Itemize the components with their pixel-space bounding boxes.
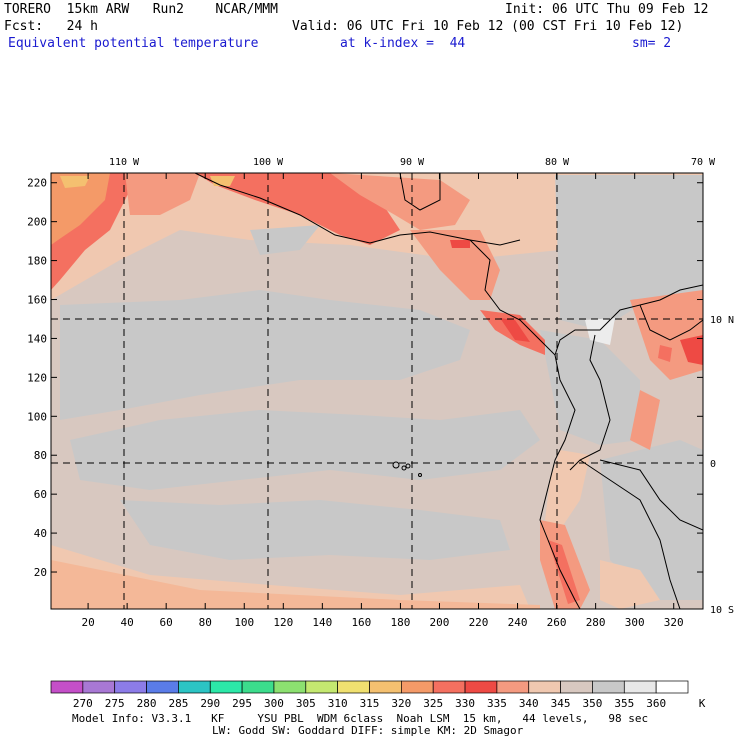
longitude-labels: 110 W 100 W 90 W 80 W 70 W xyxy=(109,157,716,168)
x-tick-label: 60 xyxy=(160,616,173,629)
y-tick-label: 40 xyxy=(34,527,47,540)
y-tick-label: 20 xyxy=(34,566,47,579)
y-tick-label: 80 xyxy=(34,449,47,462)
colorbar-swatch xyxy=(114,680,147,694)
colorbar-swatch xyxy=(337,680,370,694)
coastlines xyxy=(194,173,703,609)
physics-info: LW: Godd SW: Goddard DIFF: simple KM: 2D… xyxy=(212,724,524,737)
latitude-labels: 10 N 0 10 S xyxy=(710,315,734,616)
graticule xyxy=(51,173,703,609)
latitude-label: 10 S xyxy=(710,605,734,616)
forecast-hour: Fcst: 24 h xyxy=(4,19,98,34)
latitude-label: 0 xyxy=(710,459,716,470)
x-tick-label: 100 xyxy=(234,616,254,629)
longitude-label: 80 W xyxy=(545,157,570,168)
colorbar-swatch xyxy=(178,680,211,694)
x-tick-label: 300 xyxy=(625,616,645,629)
y-tick-label: 180 xyxy=(27,255,47,268)
longitude-label: 90 W xyxy=(400,157,425,168)
level-label: at k-index = 44 xyxy=(340,36,466,51)
colorbar-swatch xyxy=(496,680,530,694)
colorbar-swatch xyxy=(623,680,657,694)
y-axis: 20 40 60 80 100 120 140 160 180 200 220 xyxy=(27,177,703,579)
colorbar-label: 305 xyxy=(296,697,316,710)
x-tick-label: 120 xyxy=(273,616,293,629)
x-tick-label: 140 xyxy=(312,616,332,629)
colorbar-label: 330 xyxy=(455,697,475,710)
colorbar-label: 340 xyxy=(519,697,539,710)
colorbar-swatch xyxy=(401,680,434,694)
longitude-label: 100 W xyxy=(253,157,284,168)
x-tick-label: 80 xyxy=(199,616,212,629)
colorbar-swatch xyxy=(369,680,402,694)
colorbar-swatch xyxy=(146,680,179,694)
x-tick-label: 260 xyxy=(547,616,567,629)
colorbar-swatch xyxy=(592,680,625,694)
theta-e-field xyxy=(51,173,703,609)
colorbar-label: 345 xyxy=(551,697,571,710)
x-tick-label: 240 xyxy=(508,616,528,629)
colorbar-label: 355 xyxy=(614,697,634,710)
run-title: TORERO 15km ARW Run2 NCAR/MMM xyxy=(4,2,278,17)
latitude-label: 10 N xyxy=(710,315,734,326)
smoothing-label: sm= 2 xyxy=(632,36,672,51)
y-tick-label: 120 xyxy=(27,371,47,384)
colorbar-label: 320 xyxy=(391,697,411,710)
y-tick-label: 100 xyxy=(27,410,47,423)
colorbar-label: 285 xyxy=(168,697,188,710)
x-tick-label: 200 xyxy=(430,616,450,629)
colorbar-swatch xyxy=(273,680,307,694)
colorbar-label: 300 xyxy=(264,697,284,710)
colorbar-label: 275 xyxy=(105,697,125,710)
valid-time: Valid: 06 UTC Fri 10 Feb 12 (00 CST Fri … xyxy=(292,19,684,34)
colorbar-unit: K xyxy=(699,697,706,710)
colorbar-swatch xyxy=(560,680,593,694)
x-axis: 20 40 60 80 100 120 140 160 180 200 220 240 260 280 30… xyxy=(81,173,684,629)
colorbar-label: 280 xyxy=(137,697,157,710)
colorbar-swatch xyxy=(432,680,466,694)
colorbar-label: 360 xyxy=(646,697,666,710)
colorbar-label: 350 xyxy=(583,697,603,710)
field-name: Equivalent potential temperature xyxy=(8,36,259,51)
x-tick-label: 280 xyxy=(586,616,606,629)
colorbar-label: 295 xyxy=(232,697,252,710)
colorbar-swatch xyxy=(50,680,84,694)
model-info: Model Info: V3.3.1 KF YSU PBL WDM 6class… xyxy=(72,712,649,725)
x-tick-label: 160 xyxy=(351,616,371,629)
colorbar-label: 290 xyxy=(200,697,220,710)
colorbar-label: 315 xyxy=(360,697,380,710)
colorbar-swatch xyxy=(305,680,338,694)
colorbar-label: 325 xyxy=(423,697,443,710)
colorbar-label: 335 xyxy=(487,697,507,710)
y-tick-label: 200 xyxy=(27,216,47,229)
x-tick-label: 20 xyxy=(81,616,94,629)
x-tick-label: 220 xyxy=(469,616,489,629)
init-time: Init: 06 UTC Thu 09 Feb 12 xyxy=(505,2,709,17)
colorbar-swatch xyxy=(528,680,561,694)
colorbar-label: 310 xyxy=(328,697,348,710)
longitude-label: 110 W xyxy=(109,157,140,168)
x-tick-label: 40 xyxy=(121,616,134,629)
longitude-label: 70 W xyxy=(691,157,716,168)
colorbar-label: 270 xyxy=(73,697,93,710)
colorbar: 270 275 280 285 290 295 300 305 310 315 320 325 330 3… xyxy=(50,680,706,710)
y-tick-label: 60 xyxy=(34,488,47,501)
colorbar-swatch xyxy=(464,680,498,694)
colorbar-swatch xyxy=(82,680,116,694)
y-tick-label: 140 xyxy=(27,332,47,345)
colorbar-swatch xyxy=(209,680,243,694)
colorbar-swatch xyxy=(655,680,689,694)
colorbar-swatch xyxy=(241,680,275,694)
y-tick-label: 220 xyxy=(27,177,47,190)
x-tick-label: 180 xyxy=(390,616,410,629)
x-tick-label: 320 xyxy=(664,616,684,629)
plot-frame xyxy=(50,172,704,610)
y-tick-label: 160 xyxy=(27,294,47,307)
